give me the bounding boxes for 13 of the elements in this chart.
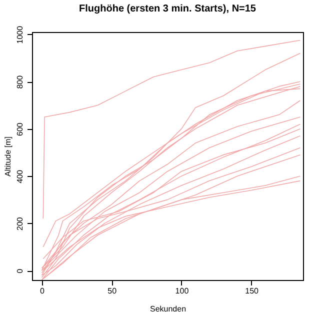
x-tick-label: 50 xyxy=(108,286,118,296)
x-axis-title: Sekunden xyxy=(150,304,186,314)
x-tick-label: 100 xyxy=(175,286,190,296)
y-tick-label: 200 xyxy=(16,216,24,230)
y-tick-label: 0 xyxy=(16,268,24,274)
chart-title: Flughöhe (ersten 3 min. Starts), N=15 xyxy=(79,3,256,14)
y-axis-title: Altitude [m] xyxy=(4,136,12,177)
x-tick-label: 150 xyxy=(245,286,260,296)
y-tick-label: 800 xyxy=(16,74,24,89)
x-tick-label: 0 xyxy=(40,286,46,296)
y-tick-label: 1000 xyxy=(16,25,24,44)
y-tick-label: 400 xyxy=(16,169,24,184)
y-tick-label: 600 xyxy=(16,122,24,136)
